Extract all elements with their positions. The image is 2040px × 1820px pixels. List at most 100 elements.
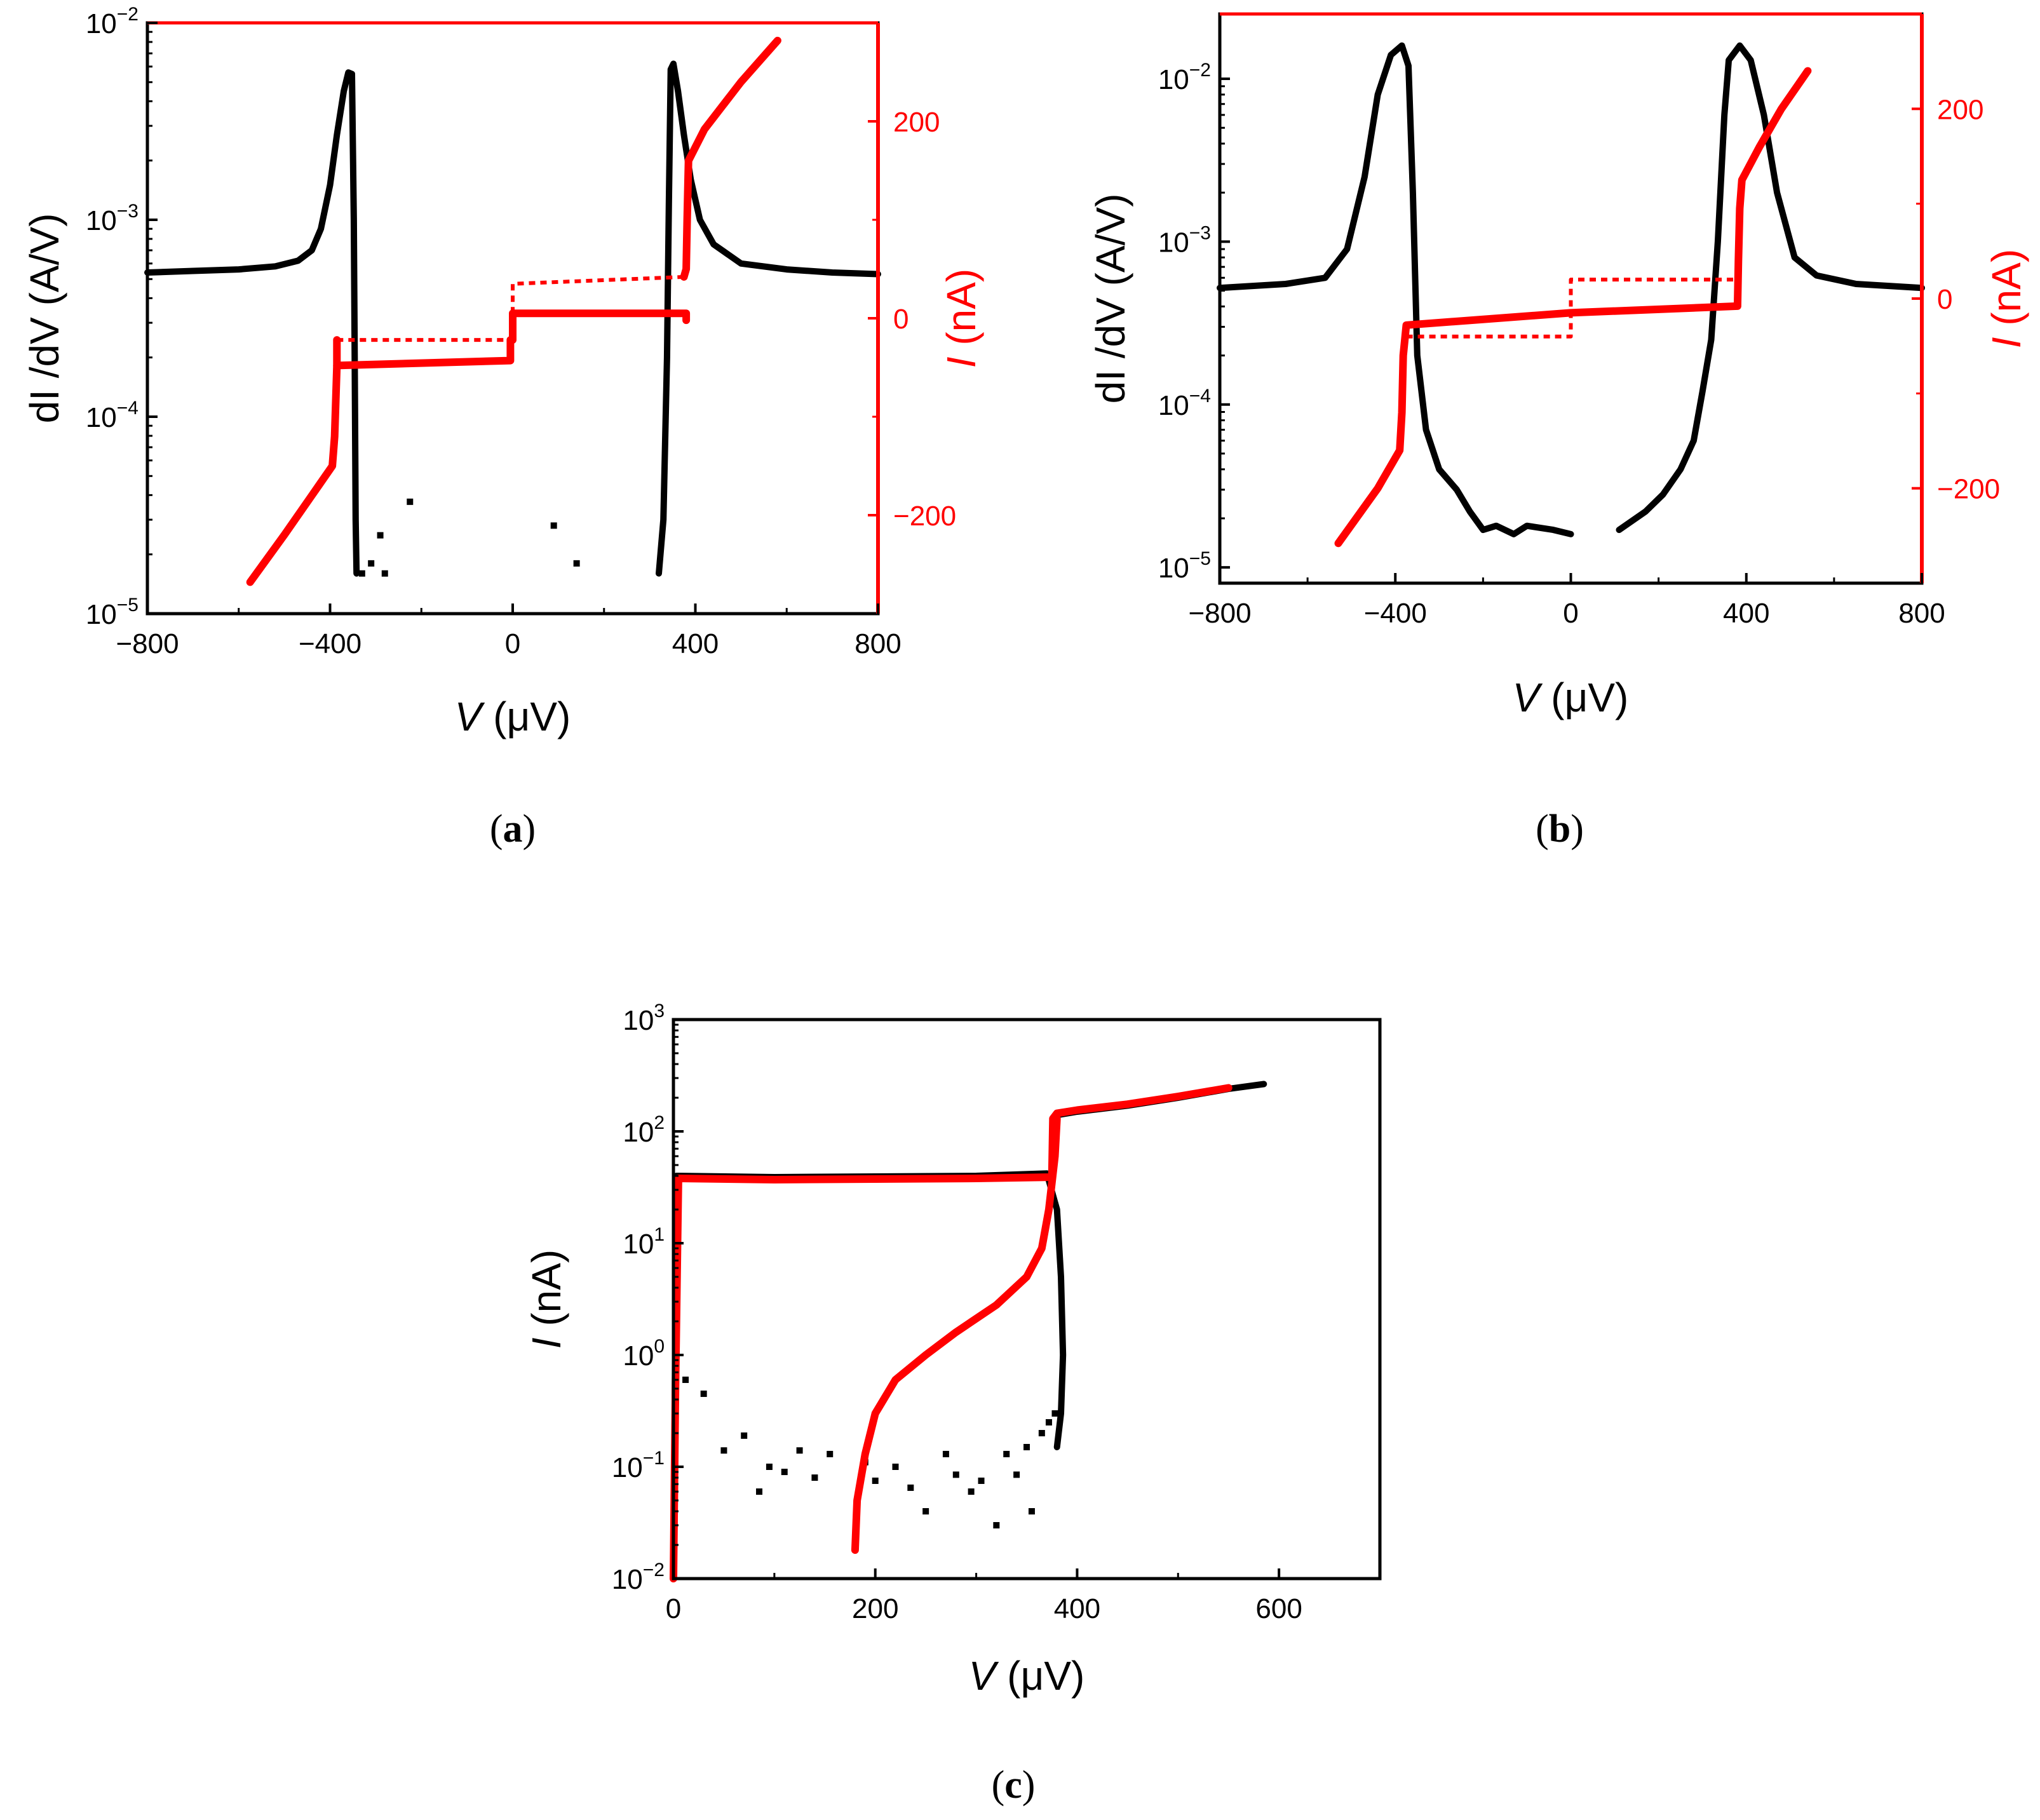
panel-a-x-axis-title: V (μV) bbox=[455, 694, 571, 739]
panel-a-series bbox=[144, 36, 881, 586]
panel-a: −800 −400 0 400 800 10−510−410−310−2 −200020… bbox=[22, 4, 984, 851]
panel-b-right-axis-title: I (nA) bbox=[1983, 249, 2029, 348]
panel-a-point bbox=[377, 532, 384, 539]
panel-a-y-tick-label: 10−2 bbox=[86, 4, 138, 39]
panel-c-point bbox=[1023, 1444, 1030, 1451]
panel-a-y-tick-label: 10−3 bbox=[86, 201, 138, 236]
panel-c-x-axis-unit: (μV) bbox=[1007, 1653, 1084, 1699]
panel-b-y-tick-exponent: −4 bbox=[1189, 386, 1211, 407]
panel-a-point bbox=[407, 498, 414, 505]
panel-b-right-ticks: −200 0 200 bbox=[1912, 94, 2000, 505]
panel-c-y-tick-base: 10 bbox=[623, 1229, 654, 1260]
panel-c-point bbox=[700, 1391, 707, 1398]
panel-c-y-tick-base: 10 bbox=[623, 1340, 654, 1372]
panel-c-point bbox=[968, 1488, 975, 1495]
panel-b-y-tick-label: 10−5 bbox=[1158, 548, 1211, 584]
panel-b-conductance-curve bbox=[1616, 42, 1925, 534]
panel-a-x-tick-label: 800 bbox=[855, 628, 901, 659]
panel-c-y-tick-exponent: 0 bbox=[654, 1336, 665, 1357]
panel-c-y-tick-exponent: 3 bbox=[654, 1001, 665, 1021]
panel-c-point bbox=[1028, 1508, 1035, 1515]
panel-c-point bbox=[811, 1474, 818, 1481]
panel-c-point bbox=[907, 1484, 914, 1491]
panel-a-point bbox=[358, 570, 365, 577]
panel-a-conductance-curve bbox=[656, 60, 881, 577]
panel-b-left-axis-title: dI /dV (A/V) bbox=[1088, 194, 1133, 404]
panel-a-left-axis-title: dI /dV (A/V) bbox=[22, 213, 67, 424]
panel-c-x-tick-label: 400 bbox=[1054, 1593, 1100, 1624]
panel-b-x-axis-title: V (μV) bbox=[1513, 675, 1629, 720]
panel-c-x-tick-label: 200 bbox=[852, 1593, 898, 1624]
panel-c-point bbox=[766, 1464, 773, 1470]
panel-c-x-tick-label: 0 bbox=[666, 1593, 681, 1624]
panel-c-point bbox=[993, 1522, 1000, 1529]
panel-a-right-ticks: −200 0 200 bbox=[868, 107, 956, 532]
panel-c-y-tick-base: 10 bbox=[612, 1452, 643, 1483]
panel-c-point bbox=[892, 1464, 899, 1470]
panel-a-conductance-curve bbox=[144, 69, 360, 577]
panel-c-point bbox=[922, 1508, 929, 1515]
panel-c-x-ticks: 0 200 400 600 bbox=[666, 1568, 1302, 1624]
panel-a-current-curve bbox=[511, 274, 684, 314]
panel-b-x-tick-label: −400 bbox=[1364, 598, 1427, 629]
panel-a-x-tick-label: −800 bbox=[116, 628, 179, 659]
panel-c-x-axis-title: V (μV) bbox=[969, 1653, 1085, 1699]
panel-a-y-tick-label: 10−5 bbox=[86, 595, 138, 630]
panel-b-frame bbox=[1218, 12, 1924, 585]
panel-a-x-ticks: −800 −400 0 400 800 bbox=[116, 603, 902, 659]
panel-c-y-tick-exponent: 2 bbox=[654, 1112, 665, 1133]
panel-c-point bbox=[978, 1477, 985, 1484]
panel-b-right-tick-label: 200 bbox=[1937, 94, 1983, 125]
panel-c-point bbox=[942, 1450, 949, 1457]
panel-a-point bbox=[381, 570, 388, 577]
panel-c-point bbox=[1013, 1471, 1020, 1478]
panel-c-current-curve bbox=[851, 1114, 1061, 1554]
panel-b-x-tick-label: −800 bbox=[1188, 598, 1251, 629]
panel-a-label-letter: a bbox=[503, 807, 523, 851]
panel-b-y-tick-label: 10−2 bbox=[1158, 60, 1211, 95]
panel-c-y-tick-label: 10−1 bbox=[612, 1448, 665, 1483]
panel-a-left-ticks: 10−5 10−4 10−3 10−2 bbox=[86, 4, 158, 630]
panel-c-y-tick-label: 102 bbox=[623, 1112, 665, 1148]
panel-a-y-tick-label: 10−4 bbox=[86, 398, 138, 433]
panel-b-right-axis-var: I bbox=[1983, 337, 2029, 348]
panel-a-right-tick-label: 200 bbox=[893, 107, 940, 138]
panel-b-right-tick-label: −200 bbox=[1937, 474, 2000, 505]
panel-c-point bbox=[781, 1469, 788, 1476]
panel-a-x-axis-unit: (μV) bbox=[493, 694, 571, 739]
panel-b-current-curve bbox=[1334, 67, 1812, 548]
panel-a-point bbox=[573, 560, 580, 567]
panel-c-y-tick-base: 10 bbox=[612, 1564, 643, 1595]
panel-b-y-tick-label: 10−3 bbox=[1158, 222, 1211, 258]
panel-b-y-tick-exponent: −2 bbox=[1189, 60, 1211, 81]
panel-a-point bbox=[550, 522, 557, 529]
panel-b-y-tick-base: 10 bbox=[1158, 553, 1189, 584]
panel-c-point bbox=[682, 1377, 689, 1384]
panel-c-label: (c) bbox=[992, 1763, 1036, 1807]
panel-b-current-curve bbox=[1404, 278, 1738, 339]
panel-c-point bbox=[1051, 1410, 1058, 1417]
panel-b-y-tick-exponent: −3 bbox=[1189, 222, 1211, 243]
panel-b-label-letter: b bbox=[1549, 807, 1571, 851]
panel-c-point bbox=[1003, 1450, 1010, 1457]
panel-c-point bbox=[1038, 1430, 1045, 1437]
panel-a-y-tick-exponent: −5 bbox=[117, 595, 138, 616]
panel-c-y-tick-label: 101 bbox=[623, 1224, 665, 1260]
panel-c-point bbox=[827, 1450, 834, 1457]
panel-c-point bbox=[1045, 1419, 1052, 1426]
panel-a-label: (a) bbox=[490, 807, 536, 851]
panel-c-y-tick-exponent: 1 bbox=[654, 1224, 665, 1245]
panel-b-series bbox=[1217, 42, 1925, 548]
panel-c-y-tick-base: 10 bbox=[623, 1117, 654, 1148]
panel-b-x-tick-label: 400 bbox=[1723, 598, 1769, 629]
panel-a-point bbox=[368, 560, 375, 567]
panel-c-point bbox=[796, 1447, 803, 1454]
panel-c-series bbox=[670, 1081, 1267, 1582]
panel-a-x-tick-label: 0 bbox=[505, 628, 520, 659]
panel-b-x-axis-unit: (μV) bbox=[1551, 675, 1628, 720]
panel-a-current-curve bbox=[680, 36, 781, 281]
panel-c-conductance-curve bbox=[670, 1170, 1067, 1582]
panel-a-x-axis-var: V bbox=[455, 694, 485, 739]
